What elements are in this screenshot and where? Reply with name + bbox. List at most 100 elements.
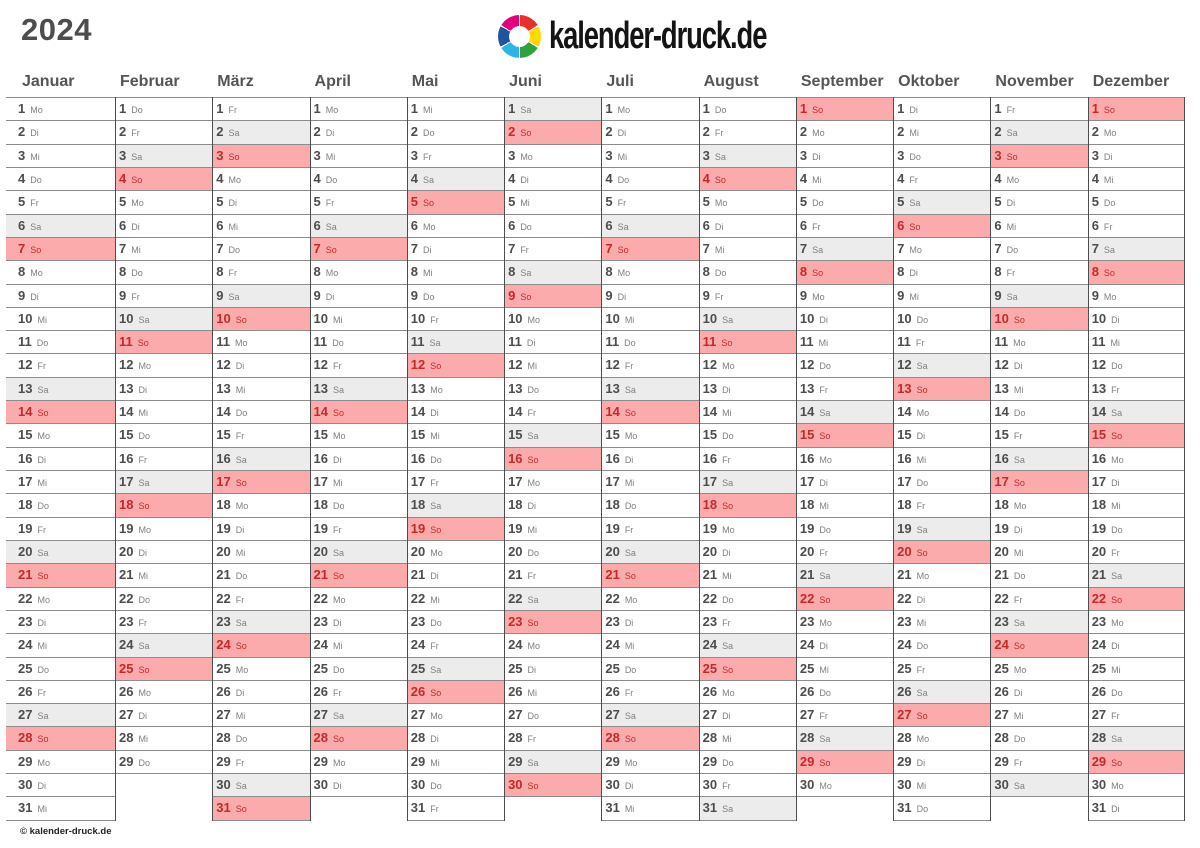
day-cell: 17 Mi: [309, 471, 407, 495]
day-number: 28: [605, 730, 620, 746]
month-column: Februar 1 Do 2 Fr 3 Sa 4 So 5 Mo 6 Di 7 Mi 8 Do 9 Fr 10 Sa 11…: [115, 70, 213, 775]
day-cell: 9 Fr: [115, 284, 213, 308]
weekday-label: Do: [325, 174, 338, 185]
day-number: 14: [18, 404, 33, 420]
day-cell: 20 Mi: [212, 540, 310, 565]
weekday-label: Do: [916, 314, 929, 325]
day-number: 24: [994, 637, 1009, 653]
day-cell: 28 So: [601, 727, 699, 751]
weekday-label: Do: [527, 547, 540, 558]
day-number: 30: [605, 777, 620, 793]
day-number: 5: [605, 194, 613, 210]
day-number: 19: [897, 520, 912, 536]
day-cell: 1 Sa: [504, 98, 602, 122]
day-number: 5: [994, 194, 1002, 210]
day-cell: 30 Mi: [893, 774, 991, 798]
day-number: 23: [313, 613, 328, 629]
day-number: 2: [216, 124, 224, 140]
day-number: 12: [119, 357, 134, 373]
day-cell: 22 So: [795, 587, 894, 611]
day-number: 11: [605, 334, 620, 350]
weekday-label: Mo: [520, 151, 533, 162]
day-cell: 7 Do: [990, 237, 1088, 262]
weekday-label: Mo: [1103, 291, 1117, 302]
day-cell: 17 Mo: [504, 471, 602, 495]
day-cell: 29 Do: [115, 750, 213, 775]
column-separator: [893, 97, 895, 821]
day-number: 16: [799, 450, 815, 466]
day-cell: 25 Di: [504, 657, 602, 681]
weekday-label: Di: [624, 454, 634, 465]
day-number: 23: [119, 613, 134, 629]
day-number: 15: [313, 427, 328, 443]
day-number: 7: [18, 240, 26, 256]
day-number: 11: [410, 334, 425, 350]
weekday-label: So: [430, 524, 442, 535]
day-cell: 10 Sa: [698, 307, 796, 332]
day-cell: 21 Di: [406, 564, 505, 588]
day-number: 6: [508, 217, 516, 233]
day-cell: 8 So: [795, 261, 894, 285]
day-cell: 28 Mo: [893, 727, 991, 751]
weekday-label: Mo: [812, 128, 825, 139]
month-column: Juli 1 Mo 2 Di 3 Mi 4 Do 5 Fr 6 Sa 7 So 8 Mo 9 Di 10 Mi 11 Do 1…: [601, 70, 699, 821]
day-number: 16: [508, 450, 523, 466]
column-separator: [406, 97, 408, 821]
day-number: 18: [605, 497, 620, 513]
weekday-label: Di: [819, 314, 828, 325]
day-cell: 17 Do: [893, 471, 991, 495]
day-number: 17: [799, 474, 815, 489]
weekday-label: Sa: [333, 711, 345, 722]
day-number: 12: [897, 357, 912, 373]
day-number: 9: [994, 287, 1002, 303]
column-separator: [795, 97, 797, 821]
day-cell: 21 Do: [212, 564, 310, 588]
column-separator: [1087, 97, 1089, 821]
day-cell: 15 So: [795, 424, 894, 448]
day-cell: 7 Mi: [698, 237, 796, 262]
weekday-label: So: [235, 478, 247, 488]
day-cell: 13 Do: [504, 377, 602, 402]
day-cell: 28 So: [309, 727, 407, 751]
day-number: 27: [1091, 707, 1107, 723]
day-cell: 12 So: [406, 354, 505, 378]
day-cell: 16 Di: [601, 447, 699, 471]
day-cell: 23 Di: [601, 610, 699, 635]
weekday-label: Fr: [235, 594, 245, 605]
weekday-label: Mo: [131, 198, 144, 209]
day-cell: 24 Mi: [309, 634, 407, 658]
weekday-label: Di: [37, 781, 46, 792]
day-number: 3: [702, 147, 710, 163]
day-cell: 28 Do: [990, 727, 1088, 751]
day-number: 25: [605, 660, 620, 676]
day-cell: 4 Do: [309, 167, 407, 192]
day-number: 10: [410, 310, 426, 326]
day-cell: 28 Mi: [698, 727, 796, 751]
weekday-label: Do: [617, 174, 630, 185]
day-cell: 8 Di: [893, 261, 991, 285]
weekday-label: Mo: [37, 594, 50, 605]
year-calendar-grid: Januar 1 Mo 2 Di 3 Mi 4 Do 5 Fr 6 Sa 7 So 8 Mo 9 Di 10 Mi 11 D…: [6, 70, 1185, 826]
day-cell: 22 Di: [893, 587, 991, 611]
day-cell: 20 Do: [504, 540, 602, 565]
day-cell: 18 Do: [6, 494, 115, 518]
day-cell: 26 Mo: [698, 680, 796, 705]
weekday-label: Mi: [819, 501, 829, 512]
weekday-label: Fr: [916, 501, 926, 512]
day-cell: 27 So: [893, 704, 991, 728]
weekday-label: Mi: [131, 244, 141, 255]
day-cell: 25 Mo: [990, 657, 1088, 681]
day-number: 11: [897, 334, 911, 350]
weekday-label: Mi: [624, 641, 635, 652]
day-number: 6: [897, 217, 905, 233]
day-number: 27: [18, 707, 33, 723]
weekday-label: Di: [333, 781, 342, 792]
weekday-label: Sa: [527, 757, 539, 768]
weekday-label: Mo: [527, 314, 541, 325]
day-number: 13: [605, 380, 620, 396]
day-cell: 16 Mo: [1087, 447, 1185, 471]
day-number: 1: [799, 101, 808, 116]
weekday-label: Fr: [714, 128, 724, 139]
weekday-label: Do: [235, 408, 248, 419]
weekday-label: Fr: [1006, 105, 1016, 115]
